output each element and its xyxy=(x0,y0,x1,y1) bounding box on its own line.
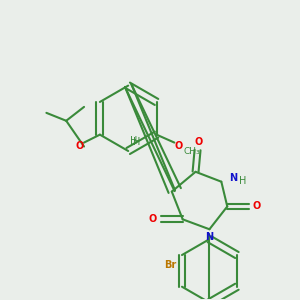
Text: O: O xyxy=(253,202,261,212)
Text: CH₃: CH₃ xyxy=(184,147,200,156)
Text: N: N xyxy=(206,232,214,242)
Text: O: O xyxy=(194,137,203,147)
Text: H: H xyxy=(239,176,247,186)
Text: H: H xyxy=(130,136,138,146)
Text: H: H xyxy=(134,136,141,147)
Text: O: O xyxy=(76,140,84,151)
Text: O: O xyxy=(174,140,182,151)
Text: N: N xyxy=(229,173,237,183)
Text: O: O xyxy=(149,214,157,224)
Text: Br: Br xyxy=(164,260,176,270)
